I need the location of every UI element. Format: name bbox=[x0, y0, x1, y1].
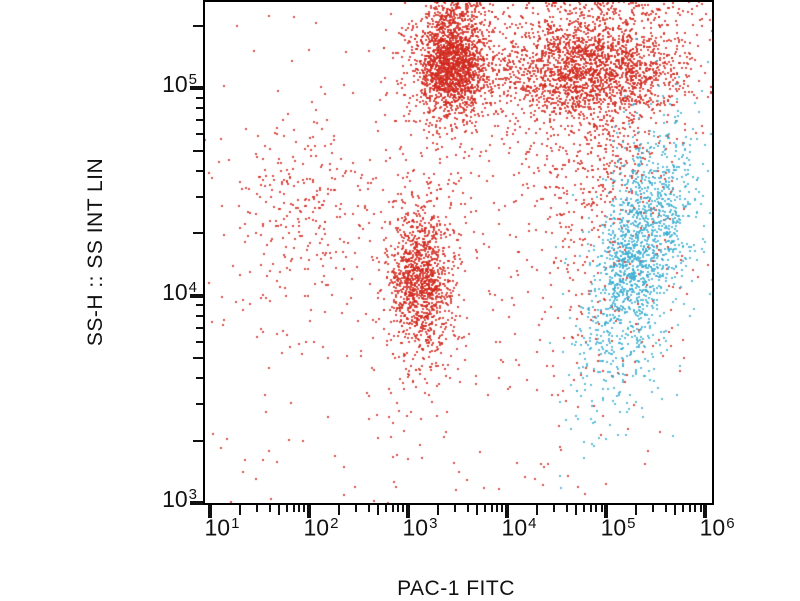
y-tick-label: 105 bbox=[162, 70, 197, 97]
x-minor-tick bbox=[337, 505, 340, 515]
x-tick-label: 105 bbox=[600, 514, 636, 541]
x-minor-tick bbox=[664, 505, 667, 512]
y-tick-label: 104 bbox=[162, 278, 197, 305]
x-axis-title: PAC-1 FITC bbox=[397, 577, 515, 600]
x-minor-tick bbox=[466, 505, 469, 512]
x-minor-tick bbox=[367, 505, 370, 512]
x-minor-tick bbox=[652, 505, 655, 512]
x-minor-tick bbox=[699, 505, 702, 512]
x-minor-tick bbox=[385, 505, 388, 512]
x-minor-tick bbox=[268, 505, 271, 512]
x-minor-tick bbox=[634, 505, 637, 515]
x-major-tick bbox=[703, 505, 708, 518]
x-minor-tick bbox=[454, 505, 457, 512]
x-minor-tick bbox=[476, 505, 479, 515]
x-minor-tick bbox=[496, 505, 499, 512]
y-tick-label: 103 bbox=[162, 485, 197, 512]
y-minor-tick bbox=[193, 24, 203, 27]
y-minor-tick bbox=[196, 169, 203, 172]
x-minor-tick bbox=[286, 505, 288, 512]
x-minor-tick bbox=[278, 505, 281, 515]
y-minor-tick bbox=[196, 195, 203, 198]
x-minor-tick bbox=[238, 505, 241, 515]
x-major-tick bbox=[306, 505, 311, 518]
y-minor-tick bbox=[193, 232, 203, 235]
y-axis-title: SS-H :: SS INT LIN bbox=[84, 157, 107, 347]
x-major-tick bbox=[405, 505, 410, 518]
y-minor-tick bbox=[193, 439, 203, 442]
y-major-tick bbox=[190, 293, 203, 298]
x-minor-tick bbox=[303, 505, 306, 512]
x-minor-tick bbox=[694, 505, 697, 512]
x-minor-tick bbox=[377, 505, 380, 515]
y-minor-tick bbox=[196, 326, 203, 329]
x-tick-label: 101 bbox=[204, 514, 240, 541]
y-major-tick bbox=[190, 501, 203, 505]
y-minor-tick bbox=[196, 314, 203, 317]
y-minor-tick bbox=[196, 403, 203, 406]
x-minor-tick bbox=[355, 505, 358, 512]
x-minor-tick bbox=[600, 505, 603, 512]
x-minor-tick bbox=[256, 505, 259, 512]
y-minor-tick bbox=[193, 356, 203, 359]
x-minor-tick bbox=[565, 505, 568, 512]
x-minor-tick bbox=[402, 505, 405, 512]
x-minor-tick bbox=[292, 505, 295, 512]
x-minor-tick bbox=[501, 505, 504, 512]
y-minor-tick bbox=[193, 149, 203, 152]
x-minor-tick bbox=[535, 505, 538, 515]
x-minor-tick bbox=[575, 505, 578, 515]
x-minor-tick bbox=[674, 505, 677, 515]
y-minor-tick bbox=[196, 340, 203, 343]
y-minor-tick bbox=[196, 96, 203, 99]
x-tick-label: 106 bbox=[699, 514, 735, 541]
x-minor-tick bbox=[397, 505, 400, 512]
y-minor-tick bbox=[196, 377, 203, 380]
x-tick-label: 103 bbox=[402, 514, 438, 541]
y-minor-tick bbox=[196, 107, 203, 110]
x-minor-tick bbox=[583, 505, 586, 512]
y-major-tick bbox=[190, 86, 203, 91]
y-minor-tick bbox=[196, 133, 203, 136]
x-tick-label: 102 bbox=[303, 514, 339, 541]
x-minor-tick bbox=[391, 505, 394, 512]
x-minor-tick bbox=[595, 505, 598, 512]
x-major-tick bbox=[207, 505, 212, 518]
y-minor-tick bbox=[196, 119, 203, 122]
x-minor-tick bbox=[298, 505, 301, 512]
x-minor-tick bbox=[682, 505, 685, 512]
x-minor-tick bbox=[589, 505, 592, 512]
x-minor-tick bbox=[484, 505, 487, 512]
y-minor-tick bbox=[196, 304, 203, 307]
scatter-canvas bbox=[205, 2, 712, 503]
x-minor-tick bbox=[553, 505, 556, 512]
x-major-tick bbox=[604, 505, 609, 518]
x-minor-tick bbox=[490, 505, 493, 512]
x-minor-tick bbox=[688, 505, 691, 512]
x-minor-tick bbox=[436, 505, 439, 515]
x-major-tick bbox=[505, 505, 510, 518]
x-tick-label: 104 bbox=[501, 514, 537, 541]
